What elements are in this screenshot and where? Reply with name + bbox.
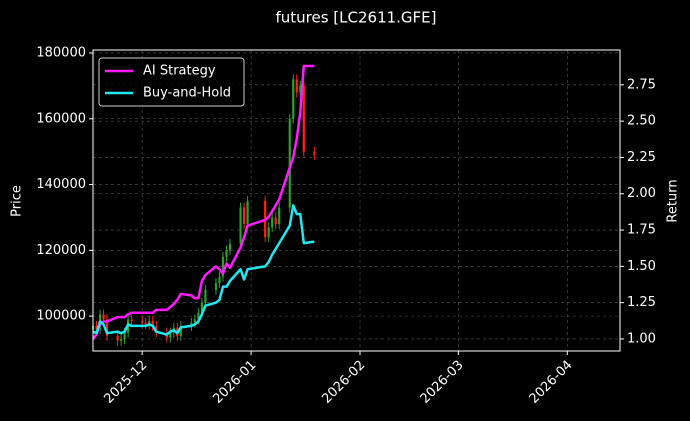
candle-body — [95, 325, 98, 330]
candle-body — [246, 200, 249, 225]
x-tick-label: 2025-12 — [101, 358, 150, 407]
candle-body — [144, 322, 147, 325]
candle-body — [105, 319, 109, 336]
y2-tick-label: 2.25 — [627, 150, 656, 165]
y2-tick-label: 1.50 — [627, 259, 656, 274]
candle-body — [190, 322, 193, 326]
y-axis-label: Price — [10, 185, 25, 217]
candle-body — [179, 325, 182, 336]
candle-body — [271, 217, 274, 228]
y2-tick-label: 1.25 — [627, 295, 656, 310]
candle-body — [313, 151, 316, 155]
y-tick-label: 160000 — [36, 111, 86, 126]
y2-tick-label: 1.75 — [627, 223, 656, 238]
candle-body — [148, 321, 151, 325]
candle-body — [193, 319, 196, 323]
x-tick-label: 2026-02 — [319, 358, 368, 407]
candle-body — [288, 118, 291, 208]
chart-title: futures [LC2611.GFE] — [275, 9, 436, 27]
x-tick-label: 2026-03 — [418, 358, 467, 407]
y2-tick-label: 1.00 — [627, 331, 656, 346]
candle-body — [200, 302, 204, 313]
y-tick-label: 180000 — [36, 45, 86, 60]
candle-body — [225, 250, 228, 257]
candle-body — [267, 227, 270, 238]
y-tick-label: 140000 — [36, 177, 86, 192]
legend-label: Buy-and-Hold — [143, 86, 231, 101]
candle-body — [274, 217, 277, 225]
series-line — [92, 204, 315, 336]
candle-body — [123, 332, 126, 340]
candle-body — [204, 289, 207, 303]
candle-body — [278, 207, 281, 225]
candle-body — [214, 283, 218, 290]
candle-body — [130, 319, 133, 322]
candle-body — [151, 321, 154, 326]
x-tick-label: 2026-01 — [210, 358, 259, 407]
candle-body — [141, 321, 144, 323]
candle-body — [116, 335, 119, 341]
candle-body — [197, 312, 200, 320]
legend-box — [98, 57, 245, 107]
series-line — [92, 64, 315, 340]
candle-body — [221, 256, 225, 277]
candle-body — [292, 79, 295, 119]
candle-body — [228, 243, 232, 251]
y2-tick-label: 2.75 — [627, 77, 656, 92]
candle-body — [169, 332, 172, 338]
candle-body — [120, 339, 123, 341]
y2-tick-label: 2.50 — [627, 114, 656, 129]
y2-axis-label: Return — [666, 179, 681, 222]
legend-label: AI Strategy — [143, 64, 216, 79]
candle-body — [299, 85, 302, 93]
candle-body — [302, 85, 305, 152]
plot-frame — [92, 49, 621, 352]
candle-body — [242, 207, 246, 225]
y-tick-label: 120000 — [36, 243, 86, 258]
x-tick-label: 2026-04 — [527, 358, 576, 407]
y-tick-label: 100000 — [36, 309, 86, 324]
candle-body — [295, 79, 298, 93]
candle-body — [102, 314, 105, 320]
candle-body — [218, 276, 221, 284]
y2-tick-label: 2.00 — [627, 186, 656, 201]
candle-body — [239, 207, 242, 244]
